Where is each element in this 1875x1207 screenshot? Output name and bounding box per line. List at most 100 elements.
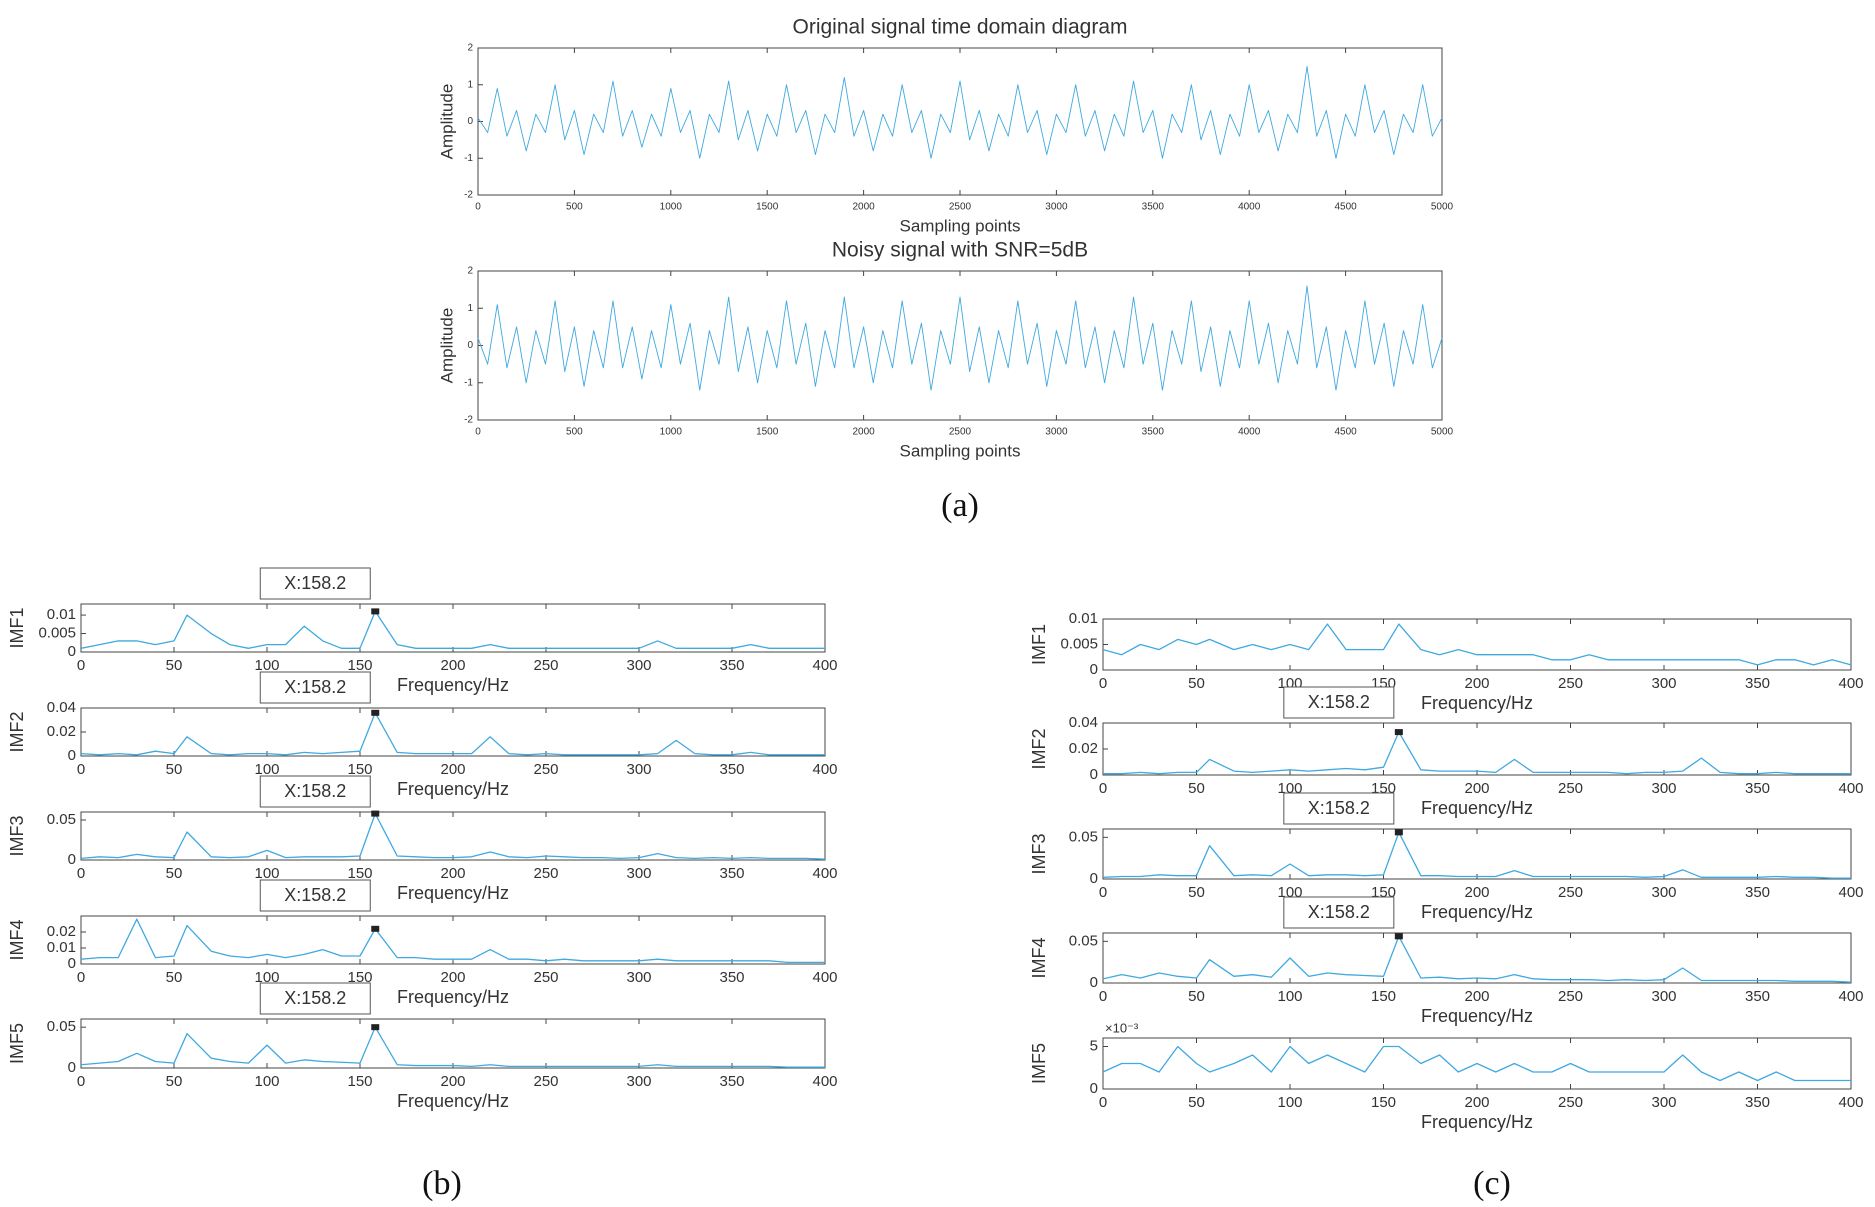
y-tick-label: 0 — [1090, 661, 1098, 678]
x-tick-label: 4000 — [1238, 202, 1261, 213]
x-tick-label: 150 — [1371, 1094, 1396, 1111]
x-tick-label: 3000 — [1045, 427, 1068, 438]
signal-line — [80, 918, 825, 964]
x-tick-label: 350 — [719, 865, 744, 882]
x-tick-label: 0 — [77, 865, 85, 882]
x-tick-label: 350 — [1745, 1094, 1770, 1111]
x-tick-label: 0 — [1099, 675, 1107, 692]
x-axis-label: Sampling points — [900, 441, 1021, 460]
x-tick-label: 250 — [533, 761, 558, 778]
x-tick-label: 400 — [1838, 675, 1863, 692]
x-tick-label: 350 — [1745, 988, 1770, 1005]
x-tick-label: 200 — [1464, 675, 1489, 692]
x-tick-label: 200 — [1464, 780, 1489, 797]
signal-line — [477, 65, 1443, 159]
x-tick-label: 350 — [1745, 884, 1770, 901]
x-tick-label: 0 — [1099, 988, 1107, 1005]
x-tick-label: 3500 — [1142, 202, 1165, 213]
y-tick-label: 1 — [467, 303, 473, 314]
x-tick-label: 1500 — [756, 427, 779, 438]
x-tick-label: 150 — [347, 865, 372, 882]
y-tick-label: 0.02 — [47, 723, 76, 740]
data-tip-marker — [371, 925, 380, 932]
x-tick-label: 350 — [1745, 675, 1770, 692]
y-tick-label: 0 — [68, 643, 76, 660]
x-tick-label: 50 — [166, 969, 183, 986]
x-tick-label: 300 — [1651, 988, 1676, 1005]
y-tick-label: 0 — [1090, 1080, 1098, 1097]
x-tick-label: 400 — [812, 865, 837, 882]
y-tick-label: 0.01 — [47, 939, 76, 956]
data-tip-box — [1283, 686, 1395, 719]
x-tick-label: 350 — [719, 1073, 744, 1090]
x-tick-label: 5000 — [1431, 427, 1454, 438]
y-axis-label: IMF5 — [7, 1023, 27, 1064]
x-tick-label: 0 — [77, 1073, 85, 1090]
x-tick-label: 400 — [1838, 884, 1863, 901]
x-tick-label: 250 — [1558, 1094, 1583, 1111]
y-tick-label: 0.005 — [38, 625, 76, 642]
x-tick-label: 300 — [626, 657, 651, 674]
x-axis-label: Frequency/Hz — [397, 883, 509, 903]
y-tick-label: 0.05 — [47, 1018, 76, 1035]
y-axis-label: IMF3 — [7, 815, 27, 856]
signal-line — [1102, 831, 1851, 879]
x-tick-label: 50 — [166, 657, 183, 674]
y-tick-label: -1 — [464, 153, 473, 164]
x-tick-label: 250 — [1558, 675, 1583, 692]
x-tick-label: 2500 — [949, 202, 972, 213]
x-tick-label: 0 — [1099, 884, 1107, 901]
data-tip-label: X:158.2 — [284, 885, 346, 905]
plot-area — [80, 811, 826, 861]
x-tick-label: 2000 — [852, 202, 875, 213]
x-tick-label: 250 — [533, 865, 558, 882]
x-tick-label: 100 — [254, 1073, 279, 1090]
y-tick-label: 1 — [467, 79, 473, 90]
x-tick-label: 150 — [347, 761, 372, 778]
x-tick-label: 100 — [1277, 988, 1302, 1005]
data-tip-marker — [371, 1024, 380, 1031]
y-tick-label: -2 — [464, 190, 473, 201]
plot-area — [1102, 722, 1852, 776]
plot-area — [477, 47, 1443, 196]
x-tick-label: 250 — [1558, 884, 1583, 901]
x-tick-label: 50 — [1188, 884, 1205, 901]
data-tip-marker — [371, 608, 380, 615]
plot-area — [80, 707, 826, 757]
signal-line — [1102, 623, 1852, 666]
x-tick-label: 500 — [566, 427, 583, 438]
x-tick-label: 0 — [475, 427, 481, 438]
plot-area — [1102, 932, 1852, 984]
panel-label: (c) — [1473, 1165, 1511, 1202]
y-tick-label: 2 — [467, 43, 473, 54]
data-tip-label: X:158.2 — [284, 781, 346, 801]
x-tick-label: 100 — [254, 969, 279, 986]
data-tip-marker — [371, 709, 380, 716]
signal-line — [1102, 1045, 1851, 1082]
x-tick-label: 300 — [626, 1073, 651, 1090]
data-tip-label: X:158.2 — [284, 988, 346, 1008]
signal-line — [80, 1026, 825, 1068]
y-tick-label: -2 — [464, 415, 473, 426]
x-axis-label: Frequency/Hz — [397, 779, 509, 799]
y-tick-label: -1 — [464, 377, 473, 388]
plot-area — [1102, 618, 1852, 671]
data-tip-label: X:158.2 — [1308, 798, 1370, 818]
x-tick-label: 300 — [1651, 780, 1676, 797]
y-tick-label: 0 — [68, 851, 76, 868]
x-tick-label: 200 — [1464, 1094, 1489, 1111]
x-axis-label: Frequency/Hz — [397, 987, 509, 1007]
x-tick-label: 350 — [719, 969, 744, 986]
y-tick-label: 0 — [68, 747, 76, 764]
y-tick-label: 0 — [1090, 870, 1098, 887]
x-axis-label: Frequency/Hz — [1421, 798, 1533, 818]
y-axis-label: IMF1 — [1029, 624, 1049, 665]
y-axis-label: IMF4 — [1029, 937, 1049, 978]
x-tick-label: 150 — [347, 969, 372, 986]
data-tip-box — [259, 567, 371, 600]
y-tick-label: 2 — [467, 266, 473, 277]
data-tip-marker — [1394, 829, 1403, 836]
y-axis-label: IMF4 — [7, 919, 27, 960]
